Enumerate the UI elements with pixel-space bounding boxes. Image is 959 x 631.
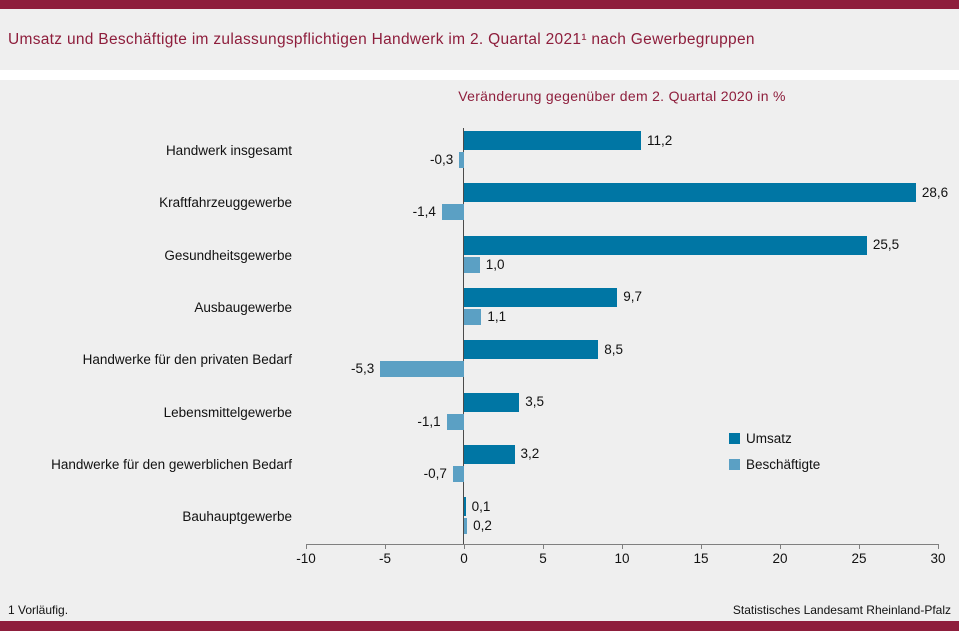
axis-tick-label: 25 <box>851 551 867 566</box>
bottom-accent-bar <box>0 621 959 631</box>
value-label: 8,5 <box>604 341 624 357</box>
value-label: -0,3 <box>429 152 454 167</box>
zero-axis-line <box>463 128 464 544</box>
bar-beschaeftigte <box>464 256 480 273</box>
axis-tick-label: 10 <box>614 551 630 566</box>
source-label: Statistisches Landesamt Rheinland-Pfalz <box>732 603 951 617</box>
category-label: Gesundheitsgewerbe <box>164 247 292 263</box>
bar-umsatz <box>464 183 916 203</box>
value-label: 0,2 <box>473 518 492 534</box>
legend: Umsatz Beschäftigte <box>729 425 820 477</box>
legend-item-beschaeftigte: Beschäftigte <box>729 451 820 477</box>
value-label: 3,5 <box>525 394 545 409</box>
category-label: Handwerke für den gewerblichen Bedarf <box>51 456 292 472</box>
value-label: -5,3 <box>350 361 375 377</box>
category-label: Ausbaugewerbe <box>194 299 292 315</box>
axis-tick <box>780 544 781 549</box>
axis-tick <box>622 544 623 549</box>
value-label: -1,1 <box>417 413 441 429</box>
bar-beschaeftigte <box>464 518 468 535</box>
bar-umsatz <box>464 287 618 307</box>
chart-area: Veränderung gegenüber dem 2. Quartal 202… <box>0 80 959 631</box>
bar-umsatz <box>464 444 515 464</box>
axis-tick-label: 20 <box>772 551 788 566</box>
chart-row: Handwerke für den gewerblichen Bedarf 3,2… <box>0 439 959 491</box>
axis-tick-label: 0 <box>460 551 468 566</box>
legend-item-umsatz: Umsatz <box>729 425 820 451</box>
value-label: -1,4 <box>412 204 436 220</box>
header: Umsatz und Beschäftigte im zulassungspfl… <box>0 9 959 70</box>
legend-swatch <box>729 432 740 444</box>
bar-umsatz <box>464 131 641 150</box>
chart-row: Ausbaugewerbe 9,7 1,1 <box>0 282 959 334</box>
category-label: Bauhauptgewerbe <box>182 509 292 525</box>
bar-beschaeftigte <box>441 204 464 221</box>
value-label: 25,5 <box>872 237 900 253</box>
bar-umsatz <box>464 235 867 255</box>
bar-beschaeftigte <box>459 152 464 168</box>
value-label: 0,1 <box>471 498 491 514</box>
category-label: Lebensmittelgewerbe <box>163 404 292 420</box>
axis-tick <box>306 544 307 549</box>
legend-label: Umsatz <box>746 430 792 446</box>
axis-tick-label: -10 <box>296 551 316 566</box>
bar-umsatz <box>464 392 520 412</box>
category-label: Kraftfahrzeuggewerbe <box>159 195 292 211</box>
axis-tick <box>464 544 465 549</box>
value-label: 3,2 <box>520 446 540 462</box>
bar-beschaeftigte <box>446 413 464 430</box>
chart-row: Handwerke für den privaten Bedarf 8,5 -5,3 <box>0 334 959 386</box>
value-label: 28,6 <box>921 184 949 200</box>
category-label: Handwerk insgesamt <box>165 143 292 159</box>
chart-row: Gesundheitsgewerbe 25,5 1,0 <box>0 230 959 282</box>
value-label: 1,1 <box>487 308 507 324</box>
chart-subtitle: Veränderung gegenüber dem 2. Quartal 202… <box>458 88 786 104</box>
legend-label: Beschäftigte <box>746 456 821 472</box>
axis-tick <box>938 544 939 549</box>
axis-tick-label: 5 <box>539 551 547 566</box>
top-accent-bar <box>0 0 959 9</box>
value-label: 1,0 <box>485 256 505 272</box>
chart-row: Kraftfahrzeuggewerbe 28,6 -1,4 <box>0 177 959 229</box>
axis-tick <box>701 544 702 549</box>
bar-umsatz <box>464 340 599 360</box>
chart-row: Lebensmittelgewerbe 3,5 -1,1 <box>0 387 959 439</box>
bar-beschaeftigte <box>380 361 464 378</box>
value-label: -0,7 <box>423 465 447 481</box>
bar-beschaeftigte <box>452 465 464 482</box>
value-label: 9,7 <box>623 289 643 305</box>
axis-tick-label: 30 <box>930 551 946 566</box>
bar-umsatz <box>464 497 466 517</box>
category-label: Handwerke für den privaten Bedarf <box>82 352 292 368</box>
page-title: Umsatz und Beschäftigte im zulassungspfl… <box>8 30 755 48</box>
chart-row: Handwerk insgesamt 11,2 -0,3 <box>0 125 959 177</box>
footnote: 1 Vorläufig. <box>8 603 69 617</box>
legend-swatch <box>729 458 740 470</box>
axis-tick <box>859 544 860 549</box>
bar-beschaeftigte <box>464 308 482 325</box>
axis-tick-label: -5 <box>378 551 392 566</box>
axis-tick <box>385 544 386 549</box>
value-label: 11,2 <box>646 132 673 148</box>
axis-tick-label: 15 <box>693 551 709 566</box>
axis-tick <box>543 544 544 549</box>
chart-row: Bauhauptgewerbe 0,1 0,2 <box>0 491 959 543</box>
bar-rows: Handwerk insgesamt 11,2 -0,3 Kraftfahrzeugg… <box>0 125 959 544</box>
